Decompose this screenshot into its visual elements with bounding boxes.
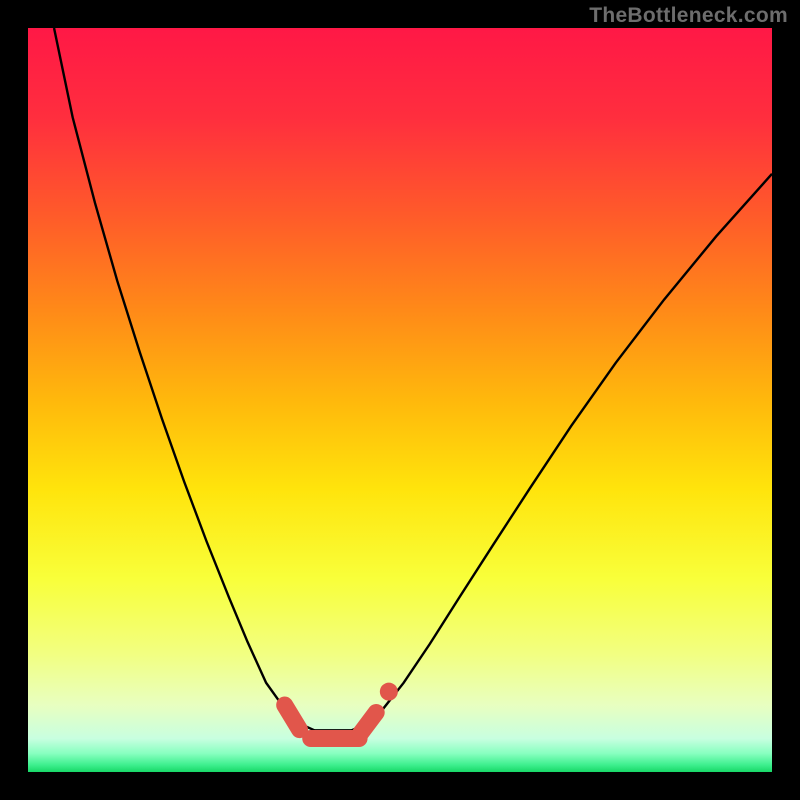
marker-segments <box>285 705 377 738</box>
plot-area <box>28 28 772 772</box>
curve-left-branch <box>54 28 314 730</box>
watermark-text: TheBottleneck.com <box>589 4 788 28</box>
chart-frame: TheBottleneck.com <box>0 0 800 800</box>
marker-dot <box>380 683 398 701</box>
curve-right-branch <box>352 174 772 731</box>
marker-segment <box>285 705 300 730</box>
marker-segment <box>361 712 377 733</box>
chart-svg <box>28 28 772 772</box>
marker-dots <box>380 683 398 701</box>
